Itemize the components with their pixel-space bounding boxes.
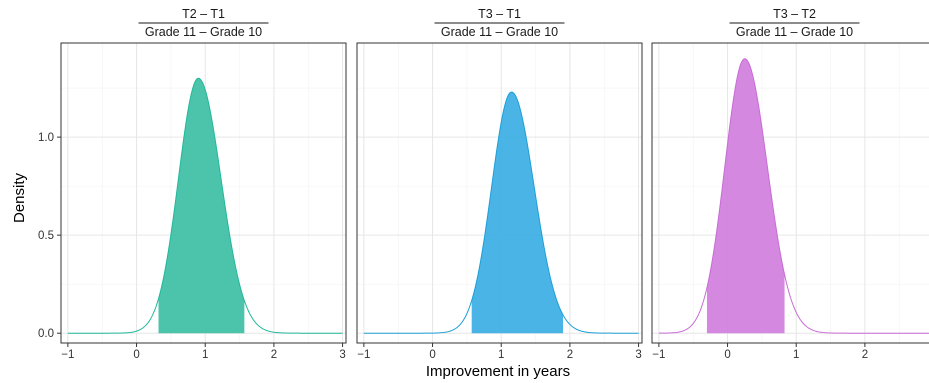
x-tick-label: 2 — [862, 349, 868, 361]
density-curve — [363, 91, 639, 334]
x-tick-label: 2 — [567, 349, 573, 361]
panel-title-denominator: Grade 11 – Grade 10 — [441, 25, 558, 39]
panel-2: T3 – T1 Grade 11 – Grade 10 −1 0 1 2 3 — [356, 7, 643, 361]
x-tick-label: 0 — [724, 349, 730, 361]
x-axis-title: Improvement in years — [426, 363, 570, 380]
panel-background — [652, 43, 929, 343]
panel-border — [356, 42, 643, 344]
x-tick-label: −1 — [652, 349, 665, 361]
x-tick-label: 1 — [498, 349, 504, 361]
panel-title-numerator: T3 – T1 — [478, 7, 521, 21]
y-tick-label: 1.0 — [38, 132, 54, 144]
density-interval-area — [706, 58, 785, 334]
panel-title-denominator: Grade 11 – Grade 10 — [736, 25, 853, 39]
panel-border — [651, 42, 929, 344]
x-tick-label: 3 — [339, 349, 345, 361]
x-tick-label: 1 — [793, 349, 799, 361]
x-tick-label: 3 — [635, 349, 641, 361]
x-tick-label: 0 — [133, 349, 139, 361]
panel-title-numerator: T3 – T2 — [773, 7, 816, 21]
x-tick-label: 2 — [271, 349, 277, 361]
density-curve — [67, 77, 343, 334]
panel-title-numerator: T2 – T1 — [182, 7, 225, 21]
x-tick-label: −1 — [61, 349, 74, 361]
density-interval-area — [158, 78, 245, 334]
panel-title-denominator: Grade 11 – Grade 10 — [145, 25, 262, 39]
x-tick-label: 0 — [429, 349, 435, 361]
panel-1: T2 – T1 Grade 11 – Grade 10 −1 0 1 2 3 — [60, 7, 347, 361]
panel-border — [60, 42, 347, 344]
x-tick-label: 1 — [202, 349, 208, 361]
y-tick-label: 0.0 — [38, 328, 54, 340]
x-tick-label: −1 — [357, 349, 370, 361]
density-interval-area — [471, 92, 564, 334]
y-axis-title: Density — [11, 172, 28, 223]
density-curve — [658, 58, 929, 334]
y-tick-label: 0.5 — [38, 230, 54, 242]
